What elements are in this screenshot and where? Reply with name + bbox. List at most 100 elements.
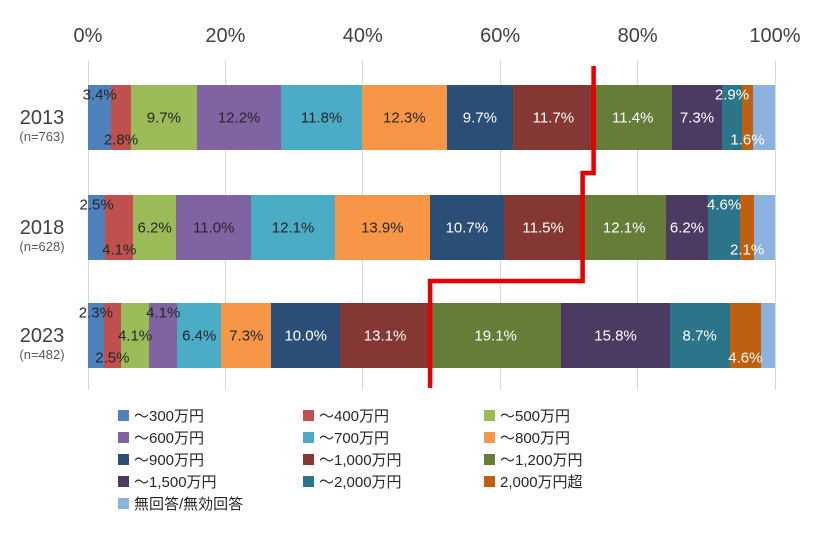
- legend-swatch-icon: [484, 453, 495, 465]
- x-axis-tick-label: 100%: [749, 25, 801, 47]
- legend-swatch-icon: [118, 475, 129, 487]
- legend-swatch-icon: [118, 431, 129, 443]
- legend-swatch-icon: [303, 431, 314, 443]
- x-axis-tick-label: 80%: [617, 25, 658, 47]
- bar-segment: 15.8%: [561, 303, 670, 368]
- bar-segment-label: 7.3%: [679, 109, 715, 126]
- legend-item: 2,000万円超: [484, 470, 583, 492]
- bar-segment: [754, 195, 775, 260]
- bar-segment: 11.7%: [513, 85, 594, 150]
- bar-segment: 12.1%: [582, 195, 666, 260]
- bar-segment: 2.5%: [95, 303, 129, 368]
- legend-label: ～300万円: [134, 407, 205, 425]
- row-label: 2023 (n=482): [0, 326, 84, 363]
- legend-swatch-icon: [118, 409, 129, 421]
- bar-segment-label: 6.2%: [669, 219, 705, 236]
- bar-segment: 2.1%: [730, 195, 764, 260]
- legend-item: ～2,000万円: [303, 470, 484, 492]
- legend-label: 無回答/無効回答: [134, 495, 244, 513]
- legend-swatch-icon: [303, 475, 314, 487]
- bar-segment-label: 12.2%: [217, 109, 261, 126]
- bar-segment: 10.7%: [430, 195, 504, 260]
- legend-item: ～800万円: [484, 426, 583, 448]
- legend-item: 無回答/無効回答: [118, 492, 303, 514]
- gridline: [774, 60, 776, 390]
- legend-label: ～1,500万円: [134, 473, 217, 491]
- bar-segment-label: 12.3%: [383, 109, 426, 126]
- bar-segment: 3.4%: [83, 85, 117, 150]
- bar-segment: 10.0%: [271, 303, 341, 368]
- row-label-n: (n=628): [19, 239, 65, 254]
- bar-segment-label: 7.3%: [229, 327, 264, 344]
- bar-segment: 11.4%: [593, 85, 672, 150]
- bar-segment-label: 6.2%: [137, 219, 172, 236]
- x-axis-tick-label: 60%: [480, 25, 521, 47]
- bar-segment: 2.9%: [715, 85, 749, 150]
- bar-segment: 13.9%: [334, 195, 431, 260]
- bar-segment: 6.2%: [665, 195, 709, 260]
- legend-swatch-icon: [484, 431, 495, 443]
- bar-segment: 7.3%: [221, 303, 272, 368]
- x-axis-tick-label: 20%: [205, 25, 246, 47]
- legend-label: ～800万円: [500, 429, 571, 447]
- bar-segment-label: 10.0%: [284, 327, 327, 344]
- bar-segment-label: 8.7%: [682, 327, 717, 344]
- bar-segment: 4.1%: [102, 195, 136, 260]
- bar-segment-label: 11.0%: [192, 219, 235, 236]
- bar-segment: [752, 85, 775, 150]
- legend-item: ～900万円: [118, 448, 303, 470]
- legend-swatch-icon: [303, 409, 314, 421]
- bar-segment: 11.0%: [175, 195, 252, 260]
- legend-label: 2,000万円超: [500, 473, 583, 491]
- legend-swatch-icon: [118, 453, 129, 465]
- legend-label: ～900万円: [134, 451, 205, 469]
- bar-segment: 6.4%: [177, 303, 222, 368]
- bar-segment-label: 13.9%: [361, 219, 404, 236]
- bar-segment-label: 12.1%: [602, 219, 646, 236]
- bar-segment-label: 11.7%: [532, 109, 575, 126]
- stacked-bar-2013: 3.4% 2.8% 9.7% 12.2% 11.8% 12.3% 9.7% 11.7% 11.4…: [83, 85, 775, 150]
- bar-segment: 2.8%: [104, 85, 138, 150]
- bar-segment: 19.1%: [430, 303, 562, 368]
- bar-segment-label: 4.1%: [117, 327, 153, 344]
- bar-segment: 11.5%: [503, 195, 583, 260]
- bar-segment: 7.3%: [671, 85, 723, 150]
- bar-segment-label: 9.7%: [462, 109, 497, 126]
- x-axis-tick-label: 0%: [73, 25, 103, 47]
- bar-segment: 6.2%: [133, 195, 176, 260]
- bar-segment: 12.3%: [362, 85, 447, 150]
- bar-segment: 9.7%: [130, 85, 198, 150]
- bar-segment: 1.6%: [730, 85, 765, 150]
- bar-segment: 4.6%: [728, 303, 762, 368]
- bar-segment-label: 4.6%: [707, 196, 742, 214]
- legend-item: ～300万円: [118, 404, 303, 426]
- bar-segment: 12.2%: [197, 85, 282, 150]
- bar-segment-label: 15.8%: [594, 327, 637, 344]
- row-label-year: 2018: [19, 217, 65, 239]
- stacked-bar-2018: 2.5% 4.1% 6.2% 11.0% 12.1% 13.9% 10.7% 11.5% 12.…: [79, 195, 775, 260]
- row-label-n: (n=482): [19, 347, 65, 362]
- row-label: 2018 (n=628): [0, 217, 84, 255]
- bar-segment: 12.1%: [251, 195, 335, 260]
- legend-label: ～1,000万円: [319, 451, 402, 469]
- legend-item: ～1,200万円: [484, 448, 583, 470]
- bar-segment: [761, 303, 775, 368]
- x-axis-tick-label: 40%: [342, 25, 383, 47]
- row-label-year: 2013: [19, 107, 65, 129]
- bar-segment-label: 19.1%: [474, 327, 517, 344]
- bar-segment-label: 10.7%: [445, 219, 489, 236]
- bar-segment: 11.8%: [281, 85, 363, 150]
- bar-segment: 2.3%: [79, 303, 113, 368]
- bar-segment-label: 9.7%: [146, 109, 181, 126]
- row-label: 2013 (n=763): [0, 107, 84, 145]
- legend: ～300万円 ～400万円 ～500万円 ～600万円 ～700万円 ～800万円 ～900…: [118, 404, 583, 514]
- legend-swatch-icon: [484, 475, 495, 487]
- bar-segment-label: 13.1%: [363, 327, 407, 344]
- legend-label: ～1,200万円: [500, 451, 583, 469]
- legend-item: ～500万円: [484, 404, 583, 426]
- bar-segment-label: 4.1%: [146, 304, 181, 322]
- bar-segment: 8.7%: [669, 303, 730, 368]
- legend-label: ～500万円: [500, 407, 571, 425]
- bar-segment-label: 11.8%: [300, 109, 343, 126]
